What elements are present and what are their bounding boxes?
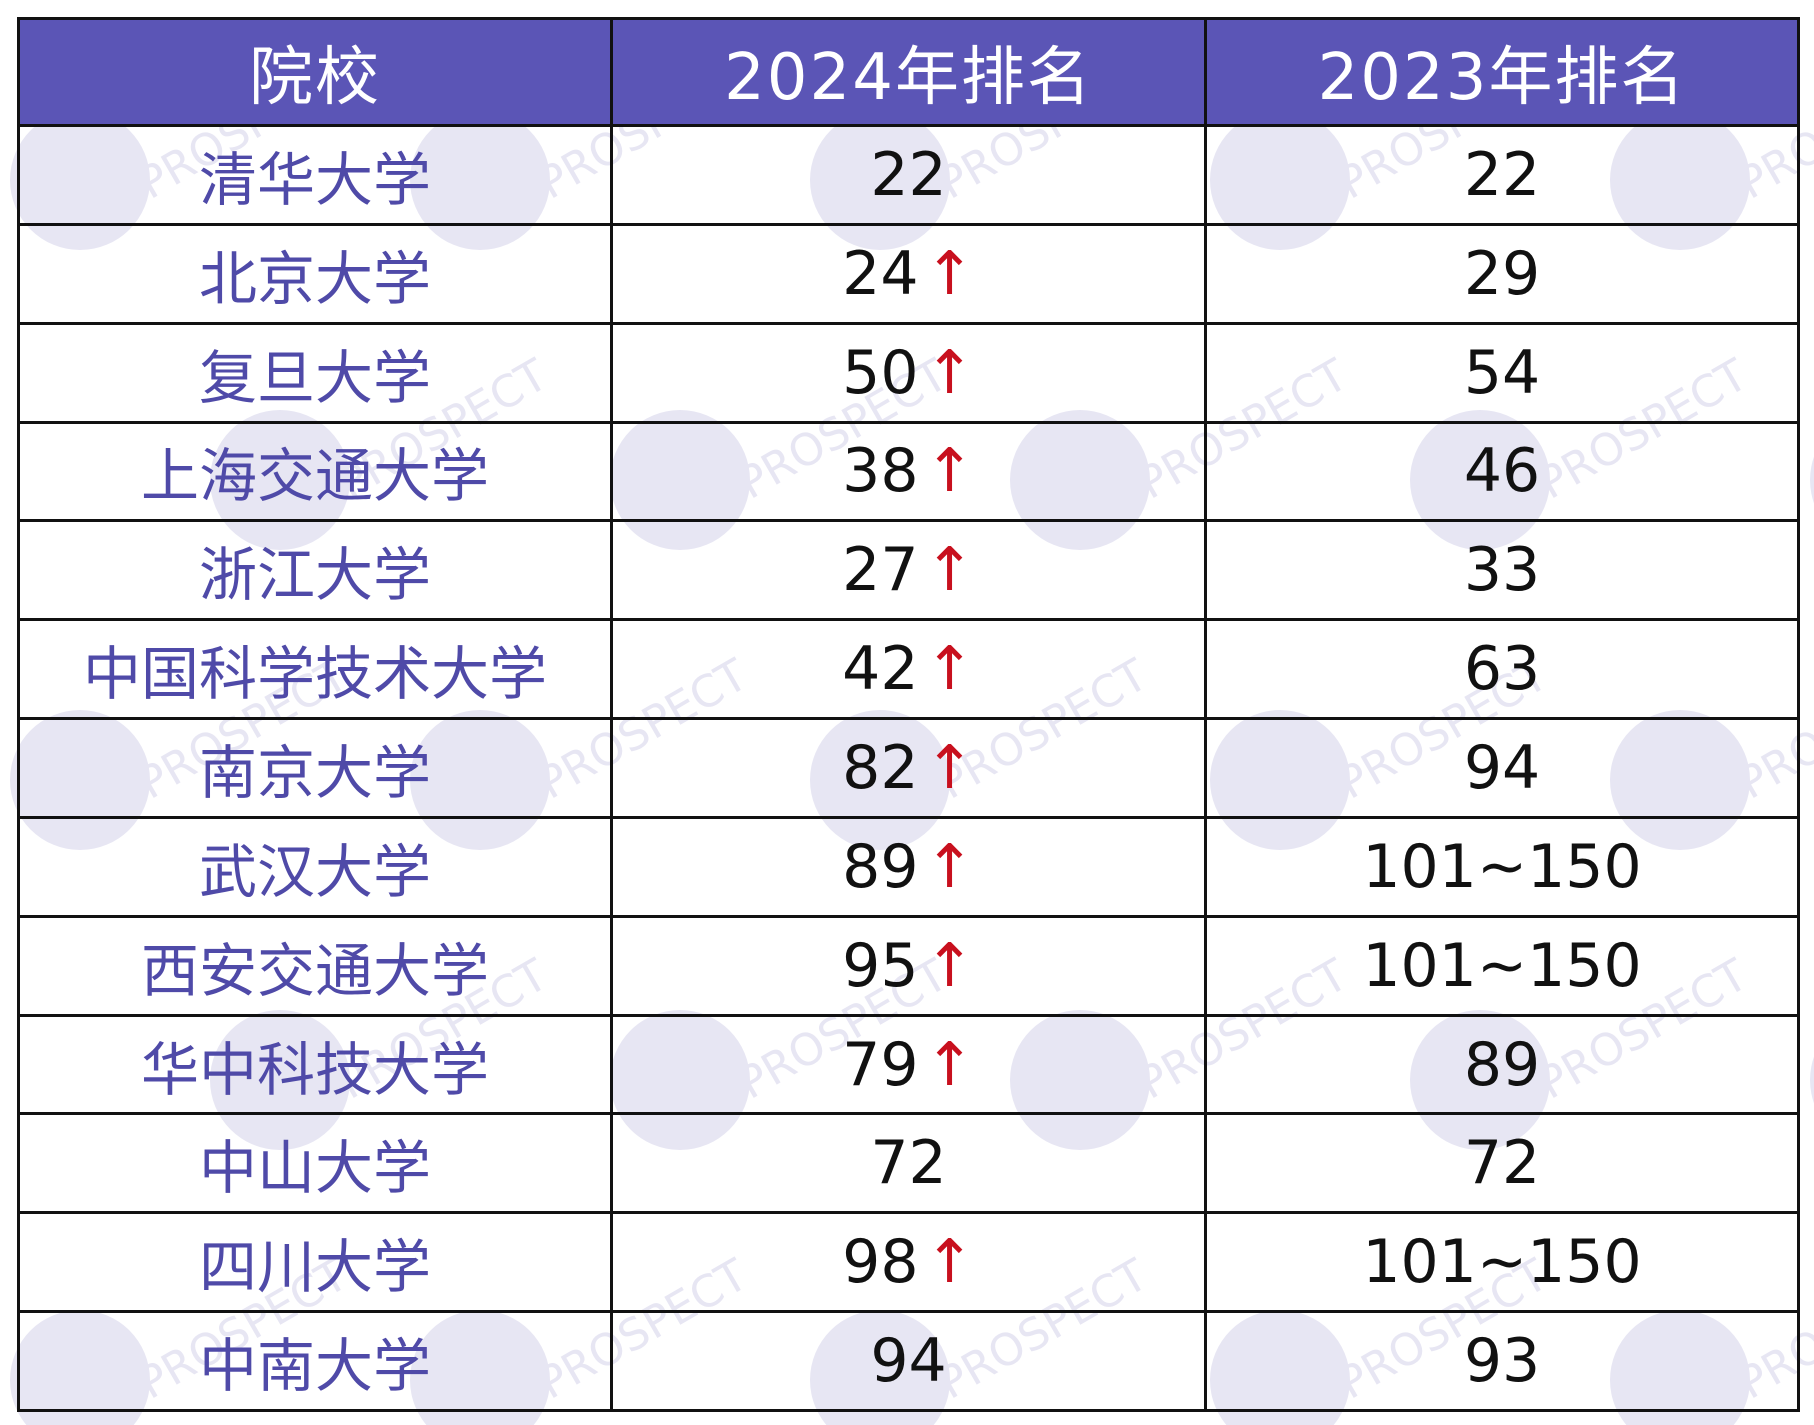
school-name: 中国科学技术大学 <box>17 618 613 721</box>
school-name: 北京大学 <box>17 222 613 325</box>
rank-2023-value: 101~150 <box>1204 815 1800 918</box>
up-arrow-icon: ↑ <box>924 535 975 606</box>
rank-2023-value: 89 <box>1204 1013 1800 1116</box>
rank-2024-value: 38 <box>842 436 919 507</box>
rank-2024-cell: 82 ↑ <box>610 717 1207 819</box>
up-arrow-icon: ↑ <box>924 634 975 705</box>
school-name: 南京大学 <box>17 717 613 819</box>
school-name: 浙江大学 <box>17 519 613 622</box>
up-arrow-icon: ↑ <box>924 930 975 1001</box>
header-row: 院校 2024年排名 2023年排名 <box>17 17 1800 127</box>
table-row: 清华大学 22 22 <box>17 124 1800 226</box>
up-arrow-icon: ↑ <box>924 732 975 803</box>
up-arrow-icon: ↑ <box>924 337 975 408</box>
up-arrow-icon: ↑ <box>924 1227 975 1298</box>
up-arrow-icon: ↑ <box>924 238 975 309</box>
rank-2023-value: 46 <box>1204 420 1800 523</box>
rank-2023-value: 22 <box>1204 124 1800 226</box>
rank-2024-cell: 27 ↑ <box>610 519 1207 622</box>
rank-2024-value: 79 <box>842 1029 919 1100</box>
rank-2024-value: 95 <box>842 930 919 1001</box>
school-name: 复旦大学 <box>17 321 613 424</box>
rank-2023-value: 101~150 <box>1204 1211 1800 1314</box>
table-row: 华中科技大学 79 ↑ 89 <box>17 1013 1800 1116</box>
rank-2024-cell: 89 ↑ <box>610 815 1207 918</box>
rank-2024-cell: 50 ↑ <box>610 321 1207 424</box>
university-ranking-table: 院校 2024年排名 2023年排名 清华大学 22 22 北京大学 24 ↑ 29 复旦大学… <box>17 17 1800 1412</box>
rank-2024-value: 50 <box>842 337 919 408</box>
rank-2024-cell: 38 ↑ <box>610 420 1207 523</box>
header-rank-2024: 2024年排名 <box>610 17 1207 127</box>
rank-2024-value: 27 <box>842 535 919 606</box>
rank-2024-cell: 42 ↑ <box>610 618 1207 721</box>
table-row: 浙江大学 27 ↑ 33 <box>17 519 1800 622</box>
rank-2024-value: 22 <box>870 139 947 210</box>
table-row: 四川大学 98 ↑ 101~150 <box>17 1211 1800 1314</box>
school-name: 华中科技大学 <box>17 1013 613 1116</box>
school-name: 武汉大学 <box>17 815 613 918</box>
rank-2023-value: 29 <box>1204 222 1800 325</box>
table-row: 上海交通大学 38 ↑ 46 <box>17 420 1800 523</box>
rank-2023-value: 72 <box>1204 1112 1800 1215</box>
rank-2024-cell: 79 ↑ <box>610 1013 1207 1116</box>
rank-2023-value: 33 <box>1204 519 1800 622</box>
table-row: 北京大学 24 ↑ 29 <box>17 222 1800 325</box>
header-school: 院校 <box>17 17 613 127</box>
rank-2024-value: 98 <box>842 1227 919 1298</box>
up-arrow-icon: ↑ <box>924 831 975 902</box>
school-name: 四川大学 <box>17 1211 613 1314</box>
rank-2024-cell: 95 ↑ <box>610 914 1207 1017</box>
rank-2024-cell: 98 ↑ <box>610 1211 1207 1314</box>
table-row: 中国科学技术大学 42 ↑ 63 <box>17 618 1800 721</box>
table-row: 中南大学 94 93 <box>17 1310 1800 1412</box>
rank-2024-cell: 72 <box>610 1112 1207 1215</box>
rank-2023-value: 93 <box>1204 1310 1800 1412</box>
header-rank-2023: 2023年排名 <box>1204 17 1800 127</box>
school-name: 中山大学 <box>17 1112 613 1215</box>
rank-2024-value: 24 <box>842 238 919 309</box>
rank-2023-value: 101~150 <box>1204 914 1800 1017</box>
table-row: 南京大学 82 ↑ 94 <box>17 717 1800 819</box>
rank-2023-value: 63 <box>1204 618 1800 721</box>
rank-2024-cell: 22 <box>610 124 1207 226</box>
rank-2024-value: 82 <box>842 732 919 803</box>
watermark-mark: PROSPECT <box>1810 456 1814 504</box>
watermark-mark: PROSPECT <box>1810 1056 1814 1104</box>
rank-2024-cell: 94 <box>610 1310 1207 1412</box>
table-row: 复旦大学 50 ↑ 54 <box>17 321 1800 424</box>
rank-2024-cell: 24 ↑ <box>610 222 1207 325</box>
school-name: 中南大学 <box>17 1310 613 1412</box>
school-name: 清华大学 <box>17 124 613 226</box>
rank-2024-value: 72 <box>870 1128 947 1199</box>
school-name: 西安交通大学 <box>17 914 613 1017</box>
rank-2024-value: 89 <box>842 831 919 902</box>
rank-2024-value: 94 <box>870 1326 947 1397</box>
table-row: 武汉大学 89 ↑ 101~150 <box>17 815 1800 918</box>
up-arrow-icon: ↑ <box>924 1029 975 1100</box>
table-row: 中山大学 72 72 <box>17 1112 1800 1215</box>
up-arrow-icon: ↑ <box>924 436 975 507</box>
school-name: 上海交通大学 <box>17 420 613 523</box>
rank-2023-value: 94 <box>1204 717 1800 819</box>
table-row: 西安交通大学 95 ↑ 101~150 <box>17 914 1800 1017</box>
rank-2024-value: 42 <box>842 634 919 705</box>
rank-2023-value: 54 <box>1204 321 1800 424</box>
